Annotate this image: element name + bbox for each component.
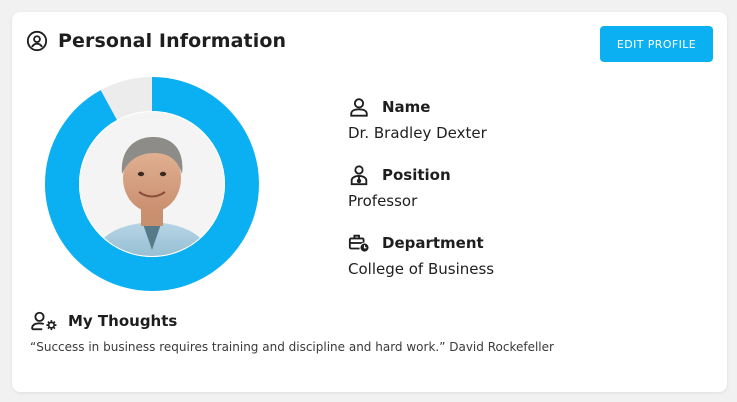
department-field: Department College of Business <box>348 232 708 278</box>
avatar-graphic <box>45 77 259 291</box>
name-label: Name <box>382 98 431 116</box>
personal-info-card: Personal Information EDIT PROFILE <box>12 12 727 392</box>
profile-photo <box>80 112 224 256</box>
card-header: Personal Information <box>26 30 286 52</box>
thoughts-quote: “Success in business requires training a… <box>30 340 554 354</box>
profile-details: Name Dr. Bradley Dexter Position Profess… <box>348 96 708 300</box>
user-icon <box>350 98 368 117</box>
position-field: Position Professor <box>348 164 708 210</box>
id-badge-icon <box>350 165 368 186</box>
department-label: Department <box>382 234 484 252</box>
user-gear-icon <box>31 311 57 331</box>
page-title: Personal Information <box>58 30 287 52</box>
briefcase-clock-icon <box>348 234 370 253</box>
name-field: Name Dr. Bradley Dexter <box>348 96 708 142</box>
avatar <box>42 74 262 294</box>
position-value: Professor <box>348 192 418 210</box>
user-circle-icon <box>26 30 48 52</box>
edit-profile-button[interactable]: EDIT PROFILE <box>600 26 713 62</box>
name-value: Dr. Bradley Dexter <box>348 124 487 142</box>
position-label: Position <box>382 166 451 184</box>
my-thoughts-label: My Thoughts <box>68 312 178 330</box>
department-value: College of Business <box>348 260 495 278</box>
my-thoughts-section: My Thoughts “Success in business require… <box>30 310 720 354</box>
progress-ring <box>45 77 259 291</box>
